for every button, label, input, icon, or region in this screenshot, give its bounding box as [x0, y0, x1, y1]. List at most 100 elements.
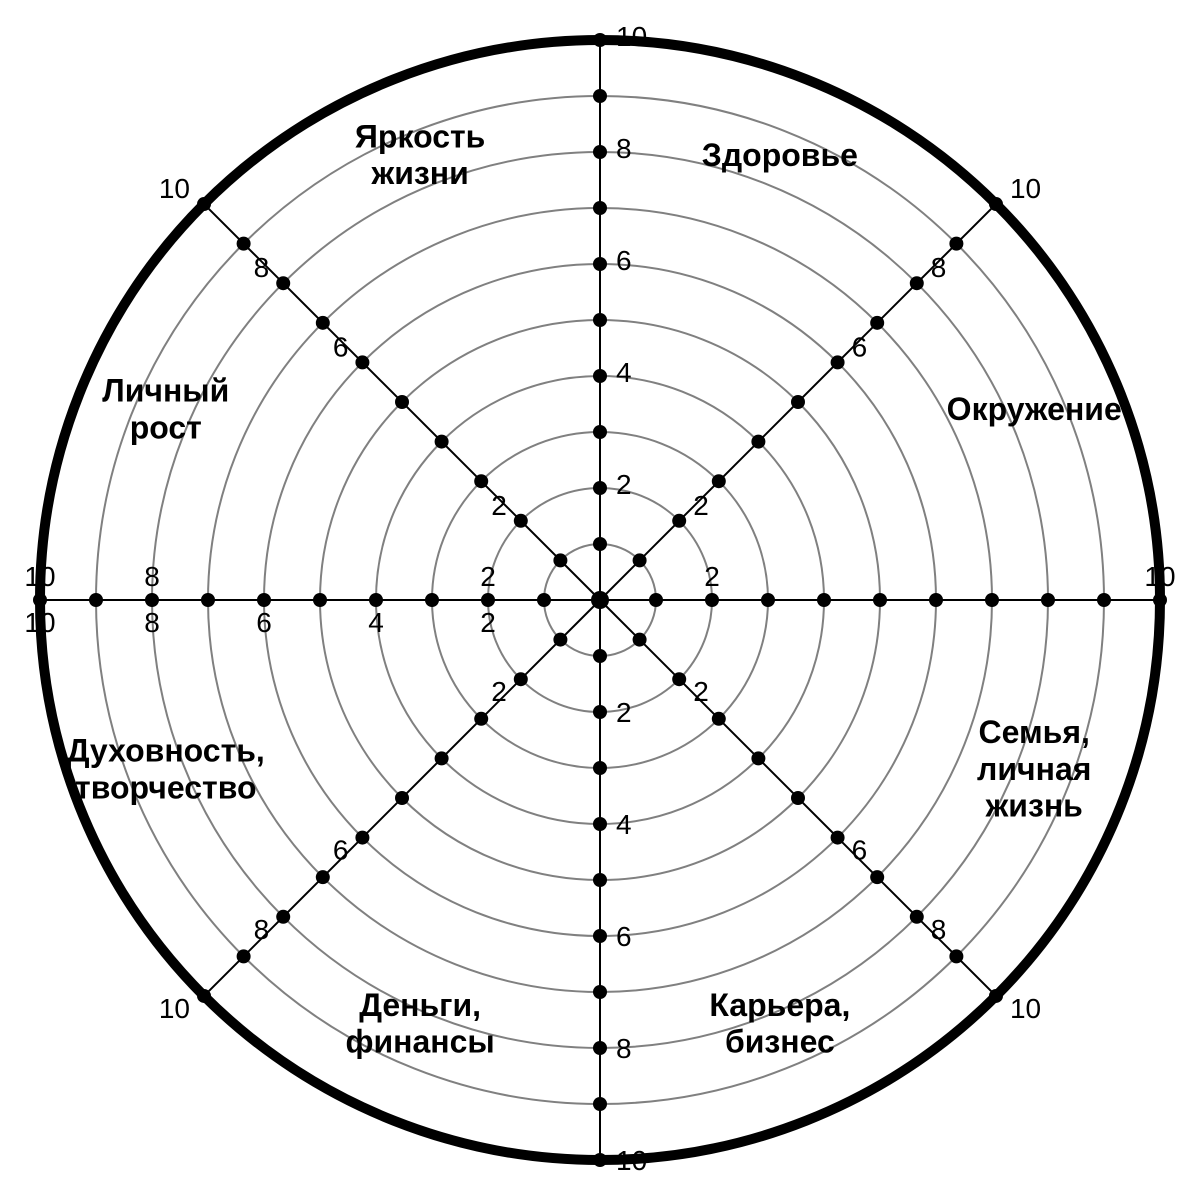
dot [257, 593, 271, 607]
tick-label: 2 [616, 697, 632, 728]
dot [791, 791, 805, 805]
tick-label: 8 [616, 133, 632, 164]
dot [474, 712, 488, 726]
dot [313, 593, 327, 607]
dot [831, 831, 845, 845]
sector-label-line: Карьера, [709, 987, 850, 1023]
dot [197, 989, 211, 1003]
dot [481, 593, 495, 607]
dot [593, 1153, 607, 1167]
dot [593, 1041, 607, 1055]
dot [751, 751, 765, 765]
sector-label-line: бизнес [725, 1024, 835, 1060]
dot [1153, 593, 1167, 607]
sector-label: Семья,личнаяжизнь [977, 714, 1091, 824]
dot [145, 593, 159, 607]
tick-label: 10 [1144, 561, 1175, 592]
dot [929, 593, 943, 607]
dot [989, 197, 1003, 211]
tick-label: 6 [333, 835, 349, 866]
tick-label: 4 [616, 809, 632, 840]
dot [705, 593, 719, 607]
sector-label-line: жизнь [985, 788, 1083, 824]
dot [593, 369, 607, 383]
tick-label-left: 8 [144, 607, 160, 638]
sector-label-line: личная [977, 751, 1091, 787]
dot [237, 949, 251, 963]
sector-label-line: Окружение [947, 391, 1122, 427]
dot [831, 355, 845, 369]
dot [316, 870, 330, 884]
dot [474, 474, 488, 488]
tick-label: 6 [616, 921, 632, 952]
sector-label-line: Яркость [355, 118, 485, 154]
dot [1041, 593, 1055, 607]
tick-label: 10 [24, 561, 55, 592]
dot [593, 705, 607, 719]
sector-label: Яркостьжизни [355, 118, 485, 191]
dot [425, 593, 439, 607]
dot [593, 929, 607, 943]
life-balance-wheel: 2222222244666666888888810101010101010102… [0, 0, 1200, 1200]
dot [237, 237, 251, 251]
sector-label-line: творчество [75, 769, 256, 805]
tick-label-left: 6 [256, 607, 272, 638]
tick-label: 8 [144, 561, 160, 592]
sector-label: Здоровье [702, 137, 858, 173]
sector-label-line: Деньги, [359, 987, 481, 1023]
dot [817, 593, 831, 607]
dot [553, 553, 567, 567]
tick-label: 2 [693, 676, 709, 707]
dot [514, 514, 528, 528]
dot [593, 537, 607, 551]
tick-label: 6 [852, 331, 868, 362]
dot [1097, 593, 1111, 607]
sector-label-line: финансы [346, 1024, 495, 1060]
tick-label: 4 [616, 357, 632, 388]
tick-label: 6 [616, 245, 632, 276]
dot [593, 89, 607, 103]
tick-label: 8 [616, 1033, 632, 1064]
tick-label: 10 [616, 1145, 647, 1176]
dot [985, 593, 999, 607]
dot [435, 751, 449, 765]
dot [276, 910, 290, 924]
sector-label-line: рост [130, 410, 202, 446]
dot [316, 316, 330, 330]
dot [672, 672, 686, 686]
dot [593, 873, 607, 887]
dot [33, 593, 47, 607]
dot [537, 593, 551, 607]
dot [593, 817, 607, 831]
dot [369, 593, 383, 607]
dot [949, 237, 963, 251]
dot [712, 474, 726, 488]
dot [593, 313, 607, 327]
tick-label: 2 [693, 490, 709, 521]
dot [712, 712, 726, 726]
dot [593, 33, 607, 47]
dot [197, 197, 211, 211]
tick-label: 10 [616, 21, 647, 52]
dot [649, 593, 663, 607]
dot [910, 276, 924, 290]
sector-label: Окружение [947, 391, 1122, 427]
dot [791, 395, 805, 409]
dot [553, 633, 567, 647]
dot [395, 791, 409, 805]
dot [355, 831, 369, 845]
tick-label: 10 [159, 993, 190, 1024]
dot [761, 593, 775, 607]
dot [989, 989, 1003, 1003]
dot [593, 1097, 607, 1111]
tick-label: 2 [491, 676, 507, 707]
dot [873, 593, 887, 607]
tick-label: 6 [852, 835, 868, 866]
tick-label: 2 [480, 561, 496, 592]
tick-label: 2 [704, 561, 720, 592]
tick-label: 10 [1010, 993, 1041, 1024]
sector-label-line: Личный [102, 373, 229, 409]
dot [751, 435, 765, 449]
dot [593, 145, 607, 159]
tick-label: 6 [333, 331, 349, 362]
